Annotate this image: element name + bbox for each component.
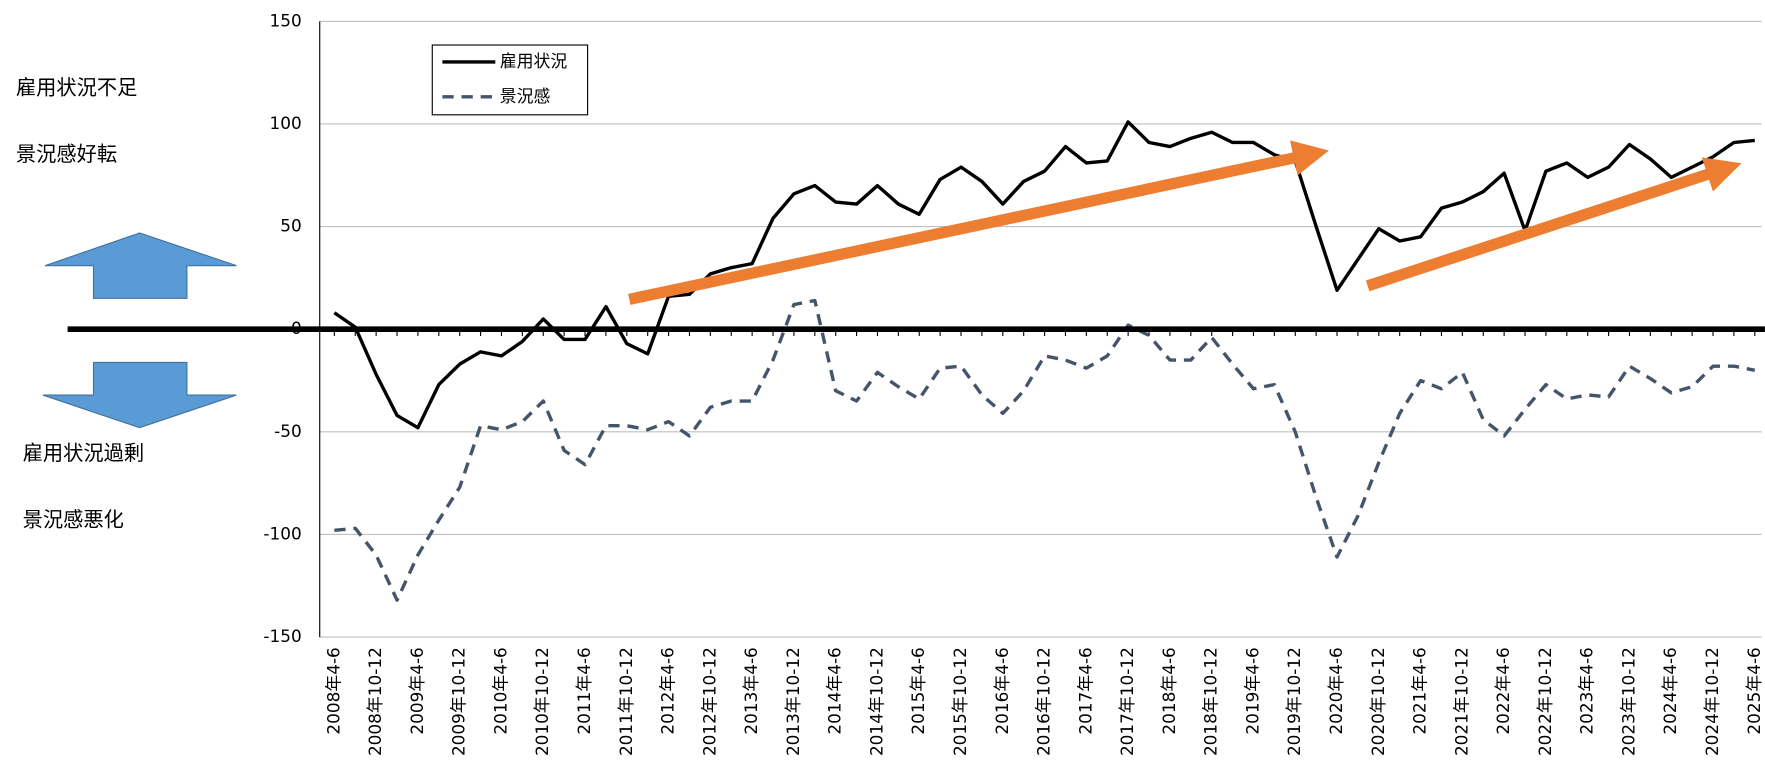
x-tick-label: 2016年10-12 (1034, 647, 1054, 756)
x-tick-label: 2022年10-12 (1535, 647, 1555, 756)
x-tick-label: 2012年10-12 (699, 647, 719, 756)
x-tick-label: 2015年4-6 (908, 647, 928, 734)
trend-arrow (628, 140, 1329, 305)
x-tick-label: 2009年4-6 (407, 647, 427, 734)
x-tick-label: 2008年4-6 (323, 647, 343, 734)
x-tick-label: 2021年10-12 (1451, 647, 1471, 756)
x-tick-label: 2009年10-12 (449, 647, 469, 756)
x-tick-label: 2011年10-12 (616, 647, 636, 756)
legend-label: 景況感 (500, 86, 551, 106)
x-tick-label: 2020年4-6 (1326, 647, 1346, 734)
x-tick-label: 2010年4-6 (490, 647, 510, 734)
annotation: 雇用状況不足 (16, 75, 138, 99)
x-tick-label: 2017年10-12 (1117, 647, 1137, 756)
x-tick-label: 2016年4-6 (992, 647, 1012, 734)
y-tick-label: 50 (280, 216, 301, 236)
annotation: 景況感悪化 (23, 508, 124, 532)
up-arrow (44, 232, 237, 299)
x-tick-label: 2013年4-6 (741, 647, 761, 734)
down-arrow (42, 361, 237, 429)
trend-arrow (1365, 157, 1742, 292)
x-tick-label: 2014年10-12 (866, 647, 886, 756)
legend-box (431, 44, 589, 116)
y-tick-label: 150 (269, 10, 301, 30)
x-tick-label: 2024年4-6 (1660, 647, 1680, 734)
x-tick-label: 2008年10-12 (365, 647, 385, 756)
x-tick-label: 2011年4-6 (574, 647, 594, 734)
x-tick-label: 2023年4-6 (1577, 647, 1597, 734)
x-tick-label: 2018年10-12 (1201, 647, 1221, 756)
y-tick-label: -50 (274, 421, 302, 441)
x-tick-label: 2010年10-12 (532, 647, 552, 756)
legend-label: 雇用状況 (500, 51, 568, 71)
annotation: 景況感好転 (16, 142, 117, 166)
y-tick-label: -100 (263, 523, 301, 543)
y-tick-label: -150 (263, 626, 301, 646)
x-tick-label: 2012年4-6 (658, 647, 678, 734)
x-tick-label: 2019年4-6 (1242, 647, 1262, 734)
series-line (334, 298, 1756, 602)
series-line (333, 120, 1755, 430)
annotation: 雇用状況過剰 (23, 441, 145, 465)
x-tick-label: 2017年4-6 (1075, 647, 1095, 734)
x-tick-label: 2024年10-12 (1702, 647, 1722, 756)
x-tick-label: 2025年4-6 (1744, 647, 1764, 734)
x-tick-label: 2014年4-6 (825, 647, 845, 734)
x-tick-label: 2021年4-6 (1410, 647, 1430, 734)
x-tick-label: 2022年4-6 (1493, 647, 1513, 734)
x-tick-label: 2013年10-12 (783, 647, 803, 756)
x-tick-label: 2023年10-12 (1618, 647, 1638, 756)
y-tick-label: 100 (269, 113, 301, 133)
x-tick-label: 2020年10-12 (1368, 647, 1388, 756)
x-tick-label: 2018年4-6 (1159, 647, 1179, 734)
x-tick-label: 2019年10-12 (1284, 647, 1304, 756)
x-tick-label: 2015年10-12 (950, 647, 970, 756)
